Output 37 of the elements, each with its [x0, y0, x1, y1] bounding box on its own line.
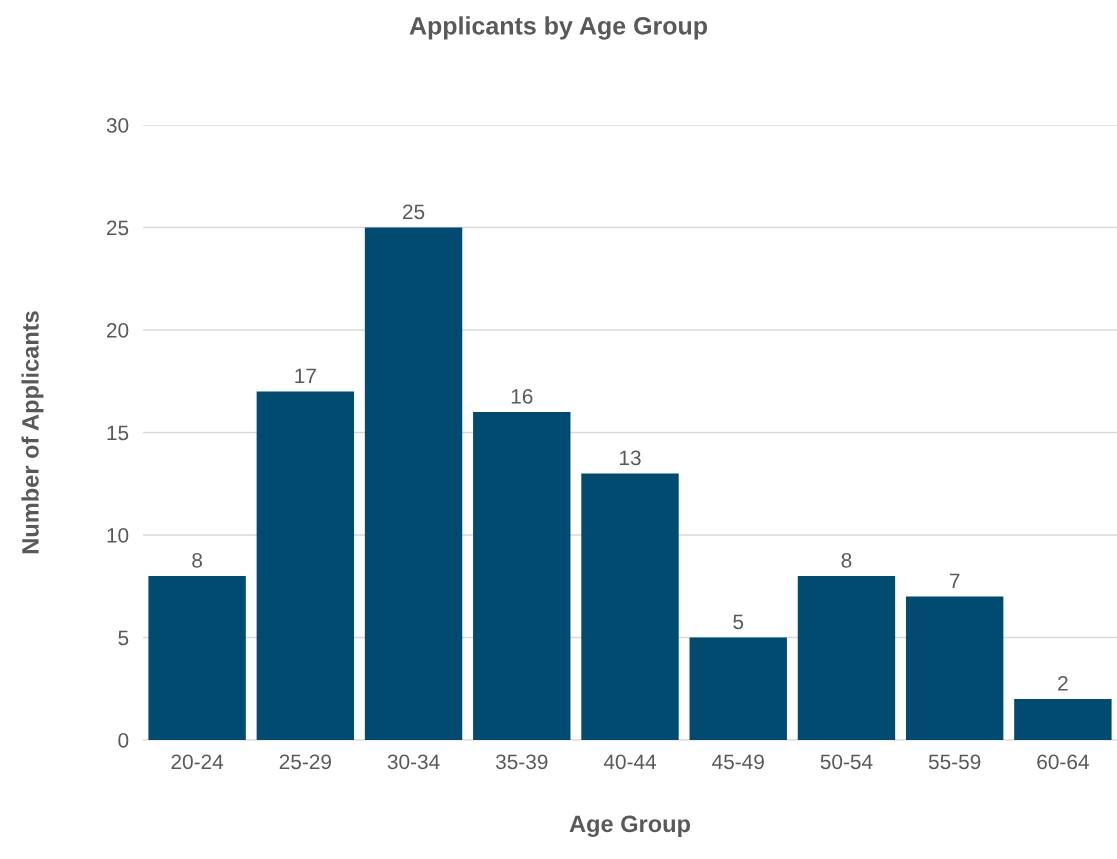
bar [905, 596, 1004, 740]
x-tick-label: 60-64 [1037, 754, 1089, 770]
bar [1014, 699, 1112, 740]
x-tick-label: 35-39 [495, 754, 548, 770]
data-label: 25 [403, 204, 425, 220]
data-label: 8 [192, 552, 202, 568]
data-label: 13 [620, 450, 641, 466]
y-tick-label: 0 [118, 733, 129, 748]
y-axis-title: Number of Applicants [21, 311, 44, 554]
x-tick-label: 30-34 [387, 754, 440, 770]
x-tick-label: 25-29 [279, 754, 331, 770]
bar [364, 227, 463, 740]
data-label: 7 [949, 573, 960, 589]
x-tick-label: 55-59 [928, 754, 981, 770]
data-label: 17 [295, 368, 316, 384]
y-tick-label: 20 [106, 323, 129, 338]
bar [148, 576, 246, 740]
y-tick-label: 30 [106, 118, 129, 133]
data-label: 5 [733, 614, 744, 630]
y-tick-label: 5 [118, 630, 129, 646]
x-tick-label: 45-49 [712, 754, 764, 770]
x-tick-label: 50-54 [820, 754, 873, 770]
x-tick-label: 40-44 [603, 754, 657, 770]
x-axis-title: Age Group [569, 815, 691, 837]
y-tick-label: 25 [106, 220, 129, 236]
chart-title: Applicants by Age Group [409, 16, 708, 40]
y-tick-label: 15 [107, 425, 129, 441]
data-label: 2 [1058, 675, 1068, 691]
bar [473, 412, 571, 740]
y-tick-label: 10 [107, 528, 129, 543]
x-tick-label: 20-24 [171, 754, 224, 770]
data-label: 16 [511, 388, 533, 404]
bar [581, 473, 679, 740]
bar [256, 391, 355, 740]
bar [797, 576, 896, 740]
data-label: 8 [841, 552, 852, 568]
bar [689, 637, 787, 740]
